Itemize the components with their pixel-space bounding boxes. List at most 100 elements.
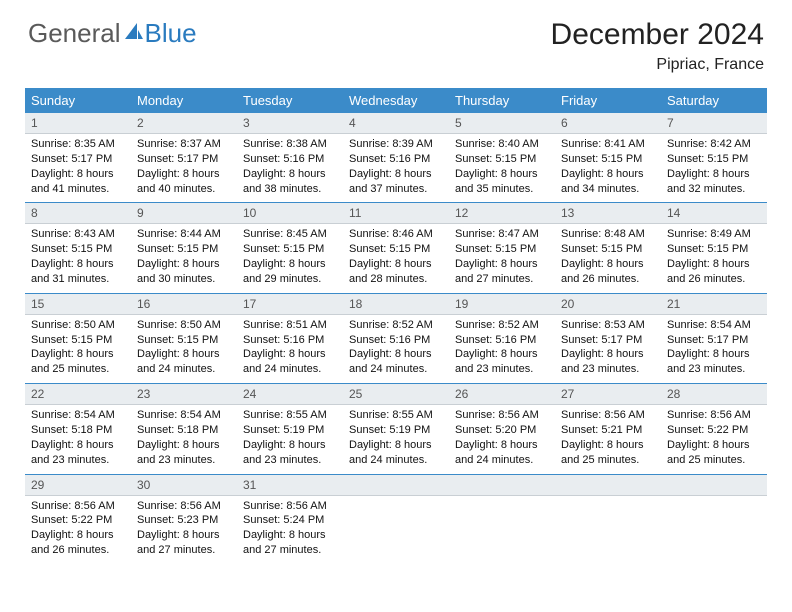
day-number: 14 xyxy=(661,203,767,224)
day-number: 16 xyxy=(131,294,237,315)
day-number: 25 xyxy=(343,384,449,405)
logo-text-1: General xyxy=(28,18,121,49)
day-cell: 1Sunrise: 8:35 AMSunset: 5:17 PMDaylight… xyxy=(25,113,131,202)
day-body: Sunrise: 8:54 AMSunset: 5:17 PMDaylight:… xyxy=(661,315,767,383)
day-cell: 11Sunrise: 8:46 AMSunset: 5:15 PMDayligh… xyxy=(343,203,449,292)
day-cell: 2Sunrise: 8:37 AMSunset: 5:17 PMDaylight… xyxy=(131,113,237,202)
day-body: Sunrise: 8:48 AMSunset: 5:15 PMDaylight:… xyxy=(555,224,661,292)
day-cell: 5Sunrise: 8:40 AMSunset: 5:15 PMDaylight… xyxy=(449,113,555,202)
day-number xyxy=(449,475,555,496)
day-number: 13 xyxy=(555,203,661,224)
day-number: 23 xyxy=(131,384,237,405)
day-number: 19 xyxy=(449,294,555,315)
day-cell: 22Sunrise: 8:54 AMSunset: 5:18 PMDayligh… xyxy=(25,384,131,473)
day-body: Sunrise: 8:35 AMSunset: 5:17 PMDaylight:… xyxy=(25,134,131,202)
day-cell: 10Sunrise: 8:45 AMSunset: 5:15 PMDayligh… xyxy=(237,203,343,292)
day-cell: 29Sunrise: 8:56 AMSunset: 5:22 PMDayligh… xyxy=(25,475,131,564)
day-body: Sunrise: 8:56 AMSunset: 5:21 PMDaylight:… xyxy=(555,405,661,473)
day-number: 10 xyxy=(237,203,343,224)
day-number: 31 xyxy=(237,475,343,496)
day-body: Sunrise: 8:44 AMSunset: 5:15 PMDaylight:… xyxy=(131,224,237,292)
day-body xyxy=(343,496,449,558)
day-body: Sunrise: 8:41 AMSunset: 5:15 PMDaylight:… xyxy=(555,134,661,202)
day-body: Sunrise: 8:56 AMSunset: 5:23 PMDaylight:… xyxy=(131,496,237,564)
weekday-thursday: Thursday xyxy=(449,88,555,113)
day-number: 20 xyxy=(555,294,661,315)
week-row: 22Sunrise: 8:54 AMSunset: 5:18 PMDayligh… xyxy=(25,384,767,474)
day-body: Sunrise: 8:50 AMSunset: 5:15 PMDaylight:… xyxy=(25,315,131,383)
title-block: December 2024 Pipriac, France xyxy=(551,18,764,74)
day-number: 9 xyxy=(131,203,237,224)
week-row: 15Sunrise: 8:50 AMSunset: 5:15 PMDayligh… xyxy=(25,294,767,384)
day-number: 28 xyxy=(661,384,767,405)
day-cell: 28Sunrise: 8:56 AMSunset: 5:22 PMDayligh… xyxy=(661,384,767,473)
day-body: Sunrise: 8:37 AMSunset: 5:17 PMDaylight:… xyxy=(131,134,237,202)
day-number: 27 xyxy=(555,384,661,405)
day-body: Sunrise: 8:56 AMSunset: 5:24 PMDaylight:… xyxy=(237,496,343,564)
day-body: Sunrise: 8:56 AMSunset: 5:22 PMDaylight:… xyxy=(25,496,131,564)
day-number: 18 xyxy=(343,294,449,315)
logo-text-2: Blue xyxy=(145,18,197,49)
day-number: 11 xyxy=(343,203,449,224)
day-body xyxy=(555,496,661,558)
day-body: Sunrise: 8:46 AMSunset: 5:15 PMDaylight:… xyxy=(343,224,449,292)
day-number: 29 xyxy=(25,475,131,496)
weekday-monday: Monday xyxy=(131,88,237,113)
day-number: 24 xyxy=(237,384,343,405)
day-number: 2 xyxy=(131,113,237,134)
day-cell xyxy=(661,475,767,564)
weekday-sunday: Sunday xyxy=(25,88,131,113)
weekday-saturday: Saturday xyxy=(661,88,767,113)
day-cell: 30Sunrise: 8:56 AMSunset: 5:23 PMDayligh… xyxy=(131,475,237,564)
day-body: Sunrise: 8:55 AMSunset: 5:19 PMDaylight:… xyxy=(237,405,343,473)
day-cell: 8Sunrise: 8:43 AMSunset: 5:15 PMDaylight… xyxy=(25,203,131,292)
day-body: Sunrise: 8:47 AMSunset: 5:15 PMDaylight:… xyxy=(449,224,555,292)
day-cell: 25Sunrise: 8:55 AMSunset: 5:19 PMDayligh… xyxy=(343,384,449,473)
weekday-wednesday: Wednesday xyxy=(343,88,449,113)
day-body: Sunrise: 8:53 AMSunset: 5:17 PMDaylight:… xyxy=(555,315,661,383)
day-cell: 15Sunrise: 8:50 AMSunset: 5:15 PMDayligh… xyxy=(25,294,131,383)
day-cell xyxy=(555,475,661,564)
day-body: Sunrise: 8:40 AMSunset: 5:15 PMDaylight:… xyxy=(449,134,555,202)
day-cell: 14Sunrise: 8:49 AMSunset: 5:15 PMDayligh… xyxy=(661,203,767,292)
weekday-tuesday: Tuesday xyxy=(237,88,343,113)
day-number: 7 xyxy=(661,113,767,134)
day-number: 1 xyxy=(25,113,131,134)
day-cell: 27Sunrise: 8:56 AMSunset: 5:21 PMDayligh… xyxy=(555,384,661,473)
logo-sail-icon xyxy=(123,21,145,43)
page-header: General Blue December 2024 Pipriac, Fran… xyxy=(0,0,792,82)
day-number: 15 xyxy=(25,294,131,315)
day-cell: 9Sunrise: 8:44 AMSunset: 5:15 PMDaylight… xyxy=(131,203,237,292)
day-cell xyxy=(449,475,555,564)
day-body xyxy=(661,496,767,558)
day-body xyxy=(449,496,555,558)
day-body: Sunrise: 8:49 AMSunset: 5:15 PMDaylight:… xyxy=(661,224,767,292)
day-cell: 16Sunrise: 8:50 AMSunset: 5:15 PMDayligh… xyxy=(131,294,237,383)
day-body: Sunrise: 8:55 AMSunset: 5:19 PMDaylight:… xyxy=(343,405,449,473)
day-body: Sunrise: 8:56 AMSunset: 5:22 PMDaylight:… xyxy=(661,405,767,473)
day-number xyxy=(343,475,449,496)
day-body: Sunrise: 8:38 AMSunset: 5:16 PMDaylight:… xyxy=(237,134,343,202)
day-number: 22 xyxy=(25,384,131,405)
day-number: 30 xyxy=(131,475,237,496)
day-cell: 31Sunrise: 8:56 AMSunset: 5:24 PMDayligh… xyxy=(237,475,343,564)
day-body: Sunrise: 8:45 AMSunset: 5:15 PMDaylight:… xyxy=(237,224,343,292)
day-body: Sunrise: 8:51 AMSunset: 5:16 PMDaylight:… xyxy=(237,315,343,383)
day-body: Sunrise: 8:56 AMSunset: 5:20 PMDaylight:… xyxy=(449,405,555,473)
day-cell xyxy=(343,475,449,564)
weekday-friday: Friday xyxy=(555,88,661,113)
day-number: 8 xyxy=(25,203,131,224)
day-cell: 17Sunrise: 8:51 AMSunset: 5:16 PMDayligh… xyxy=(237,294,343,383)
day-body: Sunrise: 8:54 AMSunset: 5:18 PMDaylight:… xyxy=(131,405,237,473)
day-number: 6 xyxy=(555,113,661,134)
day-cell: 26Sunrise: 8:56 AMSunset: 5:20 PMDayligh… xyxy=(449,384,555,473)
day-cell: 20Sunrise: 8:53 AMSunset: 5:17 PMDayligh… xyxy=(555,294,661,383)
day-cell: 12Sunrise: 8:47 AMSunset: 5:15 PMDayligh… xyxy=(449,203,555,292)
day-body: Sunrise: 8:50 AMSunset: 5:15 PMDaylight:… xyxy=(131,315,237,383)
month-title: December 2024 xyxy=(551,18,764,52)
day-body: Sunrise: 8:39 AMSunset: 5:16 PMDaylight:… xyxy=(343,134,449,202)
day-body: Sunrise: 8:52 AMSunset: 5:16 PMDaylight:… xyxy=(343,315,449,383)
day-cell: 3Sunrise: 8:38 AMSunset: 5:16 PMDaylight… xyxy=(237,113,343,202)
day-number: 4 xyxy=(343,113,449,134)
day-number: 3 xyxy=(237,113,343,134)
